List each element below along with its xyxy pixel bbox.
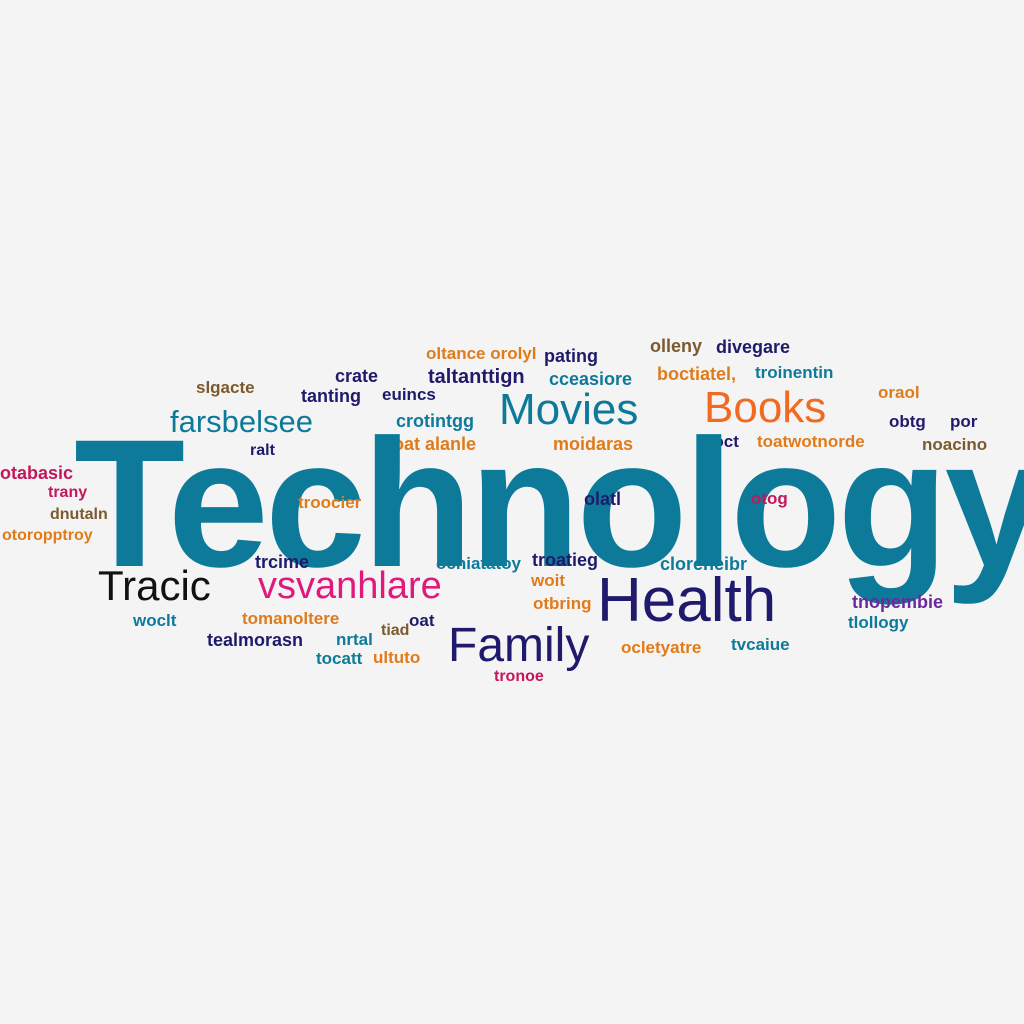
word-dnutaln: dnutaln [50, 506, 108, 523]
word-tnopembie: tnopembie [852, 592, 944, 612]
word-nrtal: nrtal [336, 630, 373, 649]
word-tomanoltere: tomanoltere [242, 609, 340, 628]
word-euincs: euincs [382, 385, 436, 404]
word-tracic: Tracic [98, 562, 211, 609]
word-oatalanle: oat alanle [393, 434, 477, 454]
word-troocier: troocier [298, 493, 362, 512]
word-ochiatatoy: ochiatatoy [436, 554, 522, 573]
word-cceasiore: cceasiore [549, 369, 633, 389]
word-tanting: tanting [301, 386, 361, 406]
word-otabasic: otabasic [0, 463, 74, 483]
word-cloreneibr: cloreneibr [660, 554, 748, 574]
word-tlollogy: tlollogy [848, 613, 909, 632]
word-trany: trany [48, 484, 88, 501]
word-ultuto: ultuto [373, 648, 421, 667]
word-toatwotnorde: toatwotnorde [757, 432, 865, 451]
word-otog: otog [751, 489, 788, 508]
word-oraol: oraol [878, 383, 920, 402]
word-slgacte: slgacte [196, 378, 255, 397]
word-boctiatel: boctiatel, [657, 364, 737, 384]
word-noacino: noacino [922, 435, 988, 454]
word-troinentin: troinentin [755, 363, 834, 382]
word-health: Health [597, 566, 777, 635]
word-troatieg: troatieg [532, 550, 599, 570]
word-crotintgg: crotintgg [396, 411, 474, 431]
word-otoropptroy: otoropptroy [2, 527, 93, 544]
word-olatl: olatl [584, 489, 622, 509]
word-tealmorasn: tealmorasn [207, 630, 304, 650]
word-books: Books [704, 383, 827, 432]
word-woclt: woclt [133, 611, 177, 630]
word-moidaras: moidaras [553, 434, 634, 454]
word-tiad: tiad [381, 622, 410, 639]
word-trcime: trcime [255, 552, 310, 572]
word-ralt: ralt [250, 442, 275, 459]
word-family: Family [448, 619, 590, 672]
word-pating: pating [544, 346, 598, 366]
word-vsvanhlare: vsvanhlare [258, 565, 442, 607]
word-tocatt: tocatt [316, 649, 363, 668]
word-oat: oat [409, 611, 435, 630]
word-ocletyatre: ocletyatre [621, 638, 702, 657]
word-olleny: olleny [650, 336, 703, 356]
word-crate: crate [335, 366, 379, 386]
word-oltance: oltance orolyl [426, 344, 537, 363]
word-technology: Technology [74, 401, 1024, 605]
word-tronoe: tronoe [494, 668, 544, 685]
word-tvcaiue: tvcaiue [731, 635, 790, 654]
word-otbring: otbring [533, 594, 592, 613]
word-woit: woit [531, 571, 565, 590]
word-boct: boct [703, 432, 739, 451]
word-obtg: obtg [889, 412, 926, 431]
word-taltanttign: taltanttign [428, 366, 525, 388]
word-farsbelsee: farsbelsee [170, 404, 314, 439]
word-por: por [950, 412, 978, 431]
word-movies: Movies [499, 385, 639, 434]
word-divegare: divegare [716, 337, 791, 357]
